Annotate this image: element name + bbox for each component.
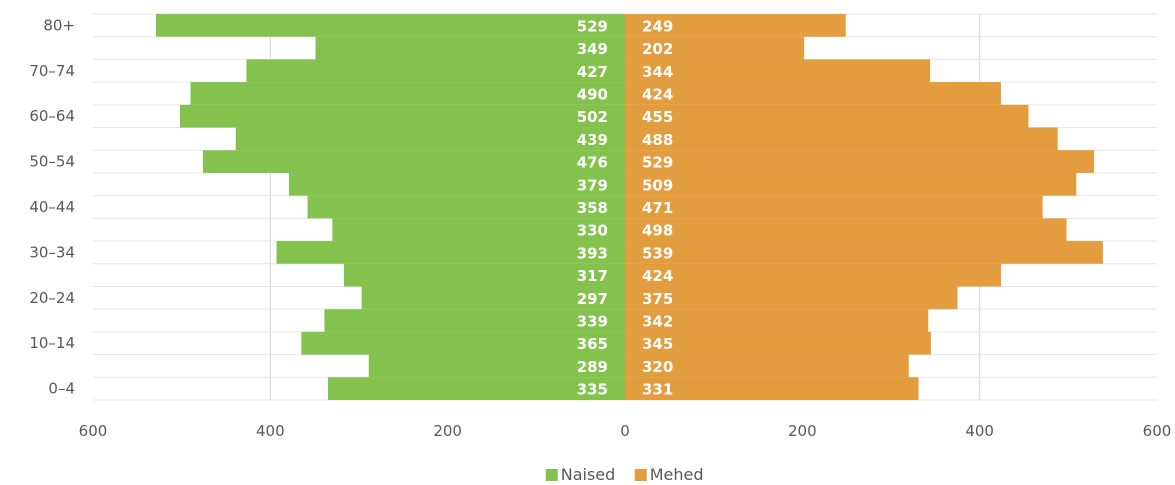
- legend-label: Mehed: [650, 465, 704, 484]
- bar-naised-20–24: [361, 286, 625, 310]
- data-label-mehed-55–59: 488: [642, 131, 673, 149]
- data-label-mehed-65–69: 424: [642, 85, 673, 103]
- y-tick-label: 70–74: [29, 62, 75, 80]
- bar-naised-30–34: [276, 241, 625, 264]
- x-tick-label: 200: [433, 422, 462, 440]
- data-label-naised-65–69: 490: [577, 85, 608, 103]
- y-axis: 0–4 10–14 20–24 30–34 40–44 50–54 60–64 70–74 80…: [29, 16, 75, 397]
- data-label-naised-5–9: 289: [577, 358, 608, 376]
- bar-mehed-0–4: [625, 377, 919, 400]
- y-tick-label: 30–34: [29, 243, 75, 261]
- y-tick-label: 50–54: [29, 153, 75, 171]
- legend-swatch: [634, 469, 647, 481]
- data-label-naised-40–44: 358: [577, 199, 608, 217]
- y-tick-label: 80+: [43, 16, 75, 34]
- data-label-mehed-30–34: 539: [642, 244, 673, 262]
- data-label-mehed-10–14: 345: [642, 335, 673, 353]
- bar-naised-40–44: [307, 195, 625, 219]
- data-label-mehed-75–79: 202: [642, 40, 673, 58]
- data-label-naised-35–39: 330: [577, 222, 608, 240]
- legend-label: Naised: [561, 465, 616, 484]
- data-label-naised-30–34: 393: [577, 244, 608, 262]
- data-label-mehed-60–64: 455: [642, 108, 673, 126]
- bar-mehed-60–64: [625, 104, 1029, 128]
- bar-naised-80+: [155, 14, 625, 37]
- bar-naised-70–74: [246, 59, 626, 83]
- bar-mehed-70–74: [625, 59, 931, 83]
- bar-mehed-65–69: [625, 82, 1001, 105]
- data-label-naised-70–74: 427: [577, 63, 608, 81]
- data-label-mehed-45–49: 509: [642, 176, 673, 194]
- data-label-naised-0–4: 335: [577, 381, 608, 399]
- x-tick-label: 200: [788, 422, 817, 440]
- data-label-mehed-25–29: 424: [642, 267, 673, 285]
- data-label-naised-50–54: 476: [577, 154, 608, 172]
- x-tick-label: 400: [256, 422, 285, 440]
- bar-naised-10–14: [301, 331, 625, 355]
- bar-mehed-80+: [625, 14, 846, 37]
- data-label-mehed-50–54: 529: [642, 154, 673, 172]
- data-label-naised-45–49: 379: [577, 176, 608, 194]
- data-label-naised-80+: 529: [577, 17, 608, 35]
- data-label-naised-75–79: 349: [577, 40, 608, 58]
- bar-mehed-30–34: [625, 241, 1103, 264]
- y-tick-label: 60–64: [29, 107, 75, 125]
- bar-mehed-5–9: [625, 354, 909, 378]
- bar-mehed-25–29: [625, 263, 1001, 287]
- legend: Naised Mehed: [545, 465, 704, 484]
- bar-mehed-15–19: [625, 309, 929, 332]
- data-label-mehed-40–44: 471: [642, 199, 673, 217]
- bar-naised-25–29: [343, 263, 625, 287]
- data-label-naised-20–24: 297: [577, 290, 608, 308]
- data-label-naised-25–29: 317: [577, 267, 608, 285]
- data-label-naised-55–59: 439: [577, 131, 608, 149]
- data-label-mehed-0–4: 331: [642, 381, 673, 399]
- y-tick-label: 10–14: [29, 334, 75, 352]
- bar-naised-5–9: [368, 354, 625, 378]
- y-tick-label: 40–44: [29, 198, 75, 216]
- bar-mehed-75–79: [625, 36, 805, 60]
- data-label-naised-15–19: 339: [577, 313, 608, 331]
- data-label-mehed-5–9: 320: [642, 358, 673, 376]
- bar-mehed-50–54: [625, 150, 1095, 173]
- legend-item-naised[interactable]: Naised: [545, 465, 616, 484]
- bar-mehed-20–24: [625, 286, 958, 310]
- legend-item-mehed[interactable]: Mehed: [634, 465, 704, 484]
- bar-mehed-35–39: [625, 218, 1067, 242]
- bar-naised-75–79: [315, 36, 625, 60]
- bar-mehed-40–44: [625, 195, 1043, 219]
- bar-mehed-55–59: [625, 127, 1058, 151]
- data-label-mehed-80+: 249: [642, 17, 673, 35]
- bar-naised-65–69: [190, 82, 626, 105]
- data-label-mehed-35–39: 498: [642, 222, 673, 240]
- x-tick-label: 0: [620, 422, 630, 440]
- data-label-mehed-15–19: 342: [642, 313, 673, 331]
- bar-naised-60–64: [179, 104, 626, 128]
- bars: [155, 14, 1103, 400]
- x-tick-label: 400: [965, 422, 994, 440]
- bar-naised-50–54: [202, 150, 626, 173]
- x-tick-label: 600: [1143, 422, 1172, 440]
- y-tick-label: 0–4: [48, 380, 75, 398]
- bar-naised-0–4: [327, 377, 625, 400]
- bar-naised-55–59: [235, 127, 625, 151]
- data-label-naised-60–64: 502: [577, 108, 608, 126]
- y-tick-label: 20–24: [29, 289, 75, 307]
- bar-mehed-45–49: [625, 172, 1077, 196]
- bar-mehed-10–14: [625, 331, 931, 355]
- data-label-mehed-20–24: 375: [642, 290, 673, 308]
- bar-naised-45–49: [288, 172, 625, 196]
- legend-swatch: [545, 469, 558, 481]
- data-labels: 335 289 365 339 297 317 393 330 358 379 476 439 502 4…: [577, 17, 674, 398]
- x-tick-label: 600: [79, 422, 108, 440]
- x-axis: 600 400 200 0 200 400 600: [79, 422, 1172, 440]
- data-label-mehed-70–74: 344: [642, 63, 673, 81]
- bar-naised-35–39: [332, 218, 625, 242]
- bar-naised-15–19: [324, 309, 625, 332]
- data-label-naised-10–14: 365: [577, 335, 608, 353]
